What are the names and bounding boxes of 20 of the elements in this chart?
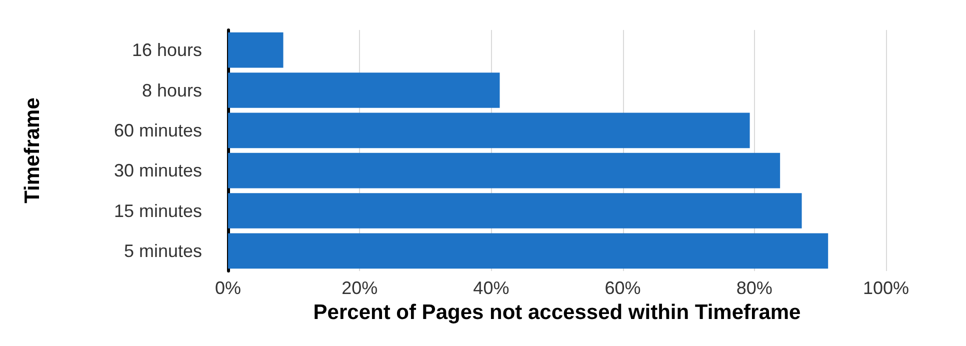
y-tick-label: 16 hours — [132, 40, 202, 60]
bar — [228, 72, 500, 108]
y-tick-label: 5 minutes — [124, 240, 202, 261]
y-tick-label: 60 minutes — [114, 120, 202, 140]
x-tick-label: 100% — [862, 278, 910, 298]
y-tick-label: 15 minutes — [114, 200, 202, 221]
y-tick-label: 8 hours — [142, 80, 202, 100]
x-tick-label: 20% — [342, 278, 378, 298]
y-axis-title: Timeframe — [21, 98, 44, 204]
x-tick-label: 0% — [214, 278, 242, 298]
x-tick-label: 80% — [736, 278, 772, 298]
x-tick-label: 40% — [473, 278, 510, 298]
y-tick-label: 30 minutes — [114, 160, 202, 181]
bar — [228, 152, 780, 188]
x-tick-label: 60% — [604, 278, 641, 298]
x-axis-title: Percent of Pages not accessed within Timeframe — [313, 300, 801, 324]
bar — [228, 193, 802, 228]
bar — [228, 112, 750, 148]
bar — [228, 32, 284, 68]
bar — [228, 233, 828, 269]
